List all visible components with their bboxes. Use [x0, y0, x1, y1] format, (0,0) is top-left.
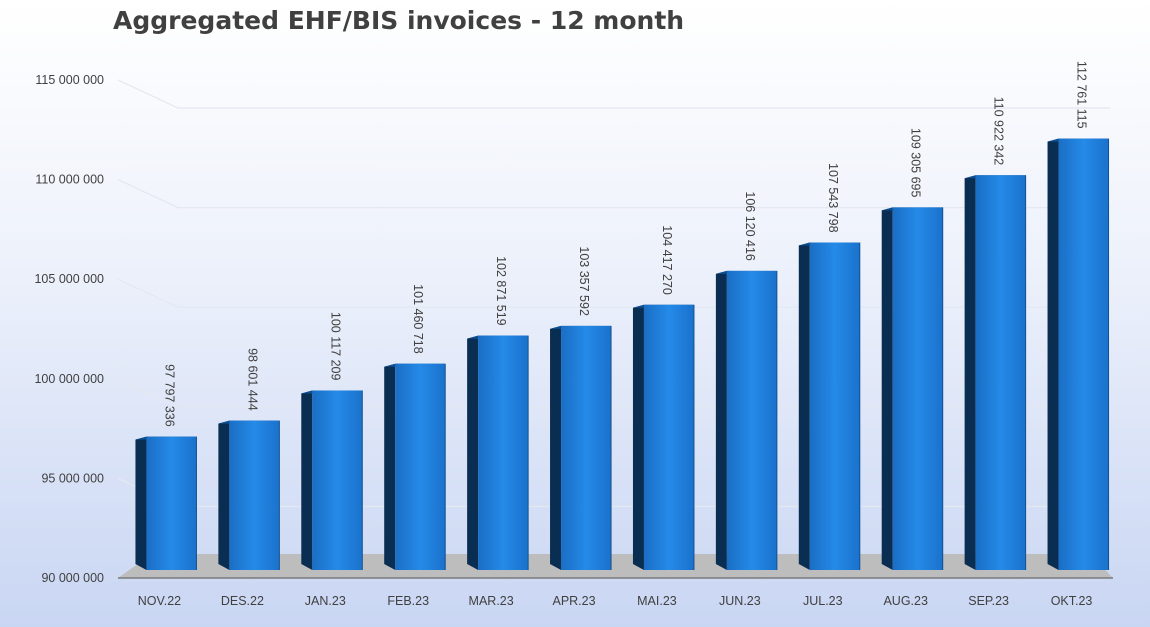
x-tick-label: FEB.23	[387, 594, 429, 608]
chart-floor	[118, 554, 1113, 579]
x-tick-label: SEP.23	[968, 594, 1009, 608]
data-label: 110 922 342	[992, 97, 1006, 166]
y-tick-label: 115 000 000	[35, 73, 104, 87]
data-label: 107 543 798	[826, 163, 840, 233]
data-label: 106 120 416	[743, 191, 757, 261]
bar-front	[146, 436, 197, 570]
data-label: 97 797 336	[162, 364, 176, 427]
x-tick-label: DES.22	[221, 594, 264, 608]
gridline	[117, 378, 1110, 408]
bar-front	[478, 335, 529, 570]
bar-front	[975, 175, 1026, 571]
x-axis: NOV.22 DES.22 JAN.23 FEB.23 MAR.23 APR.23 MAI.…	[138, 594, 1093, 608]
bar-front	[1058, 138, 1109, 571]
bar	[881, 207, 944, 571]
bar	[218, 420, 280, 570]
bar-side	[384, 363, 396, 570]
bar-front	[395, 363, 446, 570]
data-label: 103 357 592	[577, 246, 591, 316]
bar-side	[881, 207, 893, 571]
bar	[384, 363, 446, 570]
bar-side	[301, 390, 313, 570]
floor-plane	[118, 554, 1113, 578]
bar-side	[467, 335, 479, 570]
data-label: 109 305 695	[909, 128, 923, 198]
data-label: 100 117 209	[328, 312, 342, 381]
bar-side	[550, 325, 562, 570]
data-label: 102 871 519	[494, 256, 508, 326]
bar-side	[218, 420, 230, 570]
bar	[301, 390, 363, 570]
gridline	[117, 179, 1110, 209]
y-tick-label: 90 000 000	[41, 571, 104, 585]
x-tick-label: MAI.23	[637, 594, 677, 608]
x-tick-label: NOV.22	[138, 594, 181, 608]
bar-side	[1047, 138, 1059, 571]
x-tick-label: JAN.23	[305, 594, 346, 608]
y-tick-label: 100 000 000	[34, 372, 104, 386]
data-label: 98 601 444	[245, 348, 259, 411]
bar-side	[964, 175, 976, 571]
bar-front	[892, 207, 943, 571]
bar	[135, 436, 197, 570]
gridline	[117, 278, 1110, 308]
bar	[1047, 138, 1110, 571]
bar	[798, 242, 861, 571]
bar-side	[632, 304, 644, 570]
chart-title: Aggregated EHF/BIS invoices - 12 month	[113, 6, 685, 35]
x-tick-label: MAR.23	[469, 594, 514, 608]
bars	[135, 138, 1110, 571]
bar-side	[798, 242, 810, 571]
data-label: 104 417 270	[660, 225, 674, 295]
bar	[632, 304, 695, 570]
bar-front	[561, 325, 612, 570]
y-axis: 90 000 000 95 000 000 100 000 000 105 000 0…	[34, 73, 104, 585]
x-tick-label: JUL.23	[803, 594, 843, 608]
bar-side	[715, 270, 727, 570]
bar-front	[229, 420, 280, 570]
bar-front	[312, 390, 363, 570]
bar-side	[135, 436, 147, 570]
bar	[715, 270, 778, 570]
data-labels: 97 797 336 98 601 444 100 117 209 101 460 7…	[162, 61, 1088, 427]
x-tick-label: JUN.23	[719, 594, 761, 608]
y-tick-label: 95 000 000	[41, 471, 104, 485]
y-tick-label: 110 000 000	[35, 173, 104, 187]
y-tick-label: 105 000 000	[34, 272, 104, 286]
x-tick-label: OKT.23	[1051, 594, 1093, 608]
bar-front	[726, 270, 777, 570]
gridline	[117, 79, 1110, 109]
x-tick-label: AUG.23	[883, 594, 928, 608]
bar	[964, 175, 1027, 571]
bar-front	[809, 242, 860, 571]
data-label: 112 761 115	[1075, 61, 1089, 129]
bar-front	[643, 304, 694, 570]
bar	[550, 325, 612, 570]
bar	[467, 335, 529, 570]
data-label: 101 460 718	[411, 284, 425, 354]
x-tick-label: APR.23	[552, 594, 595, 608]
